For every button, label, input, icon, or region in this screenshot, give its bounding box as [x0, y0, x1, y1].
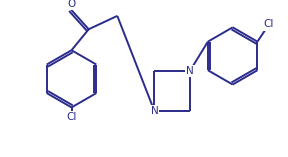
Text: N: N — [186, 66, 194, 76]
Text: N: N — [151, 106, 158, 116]
Text: Cl: Cl — [264, 19, 274, 30]
Text: O: O — [67, 0, 76, 9]
Text: Cl: Cl — [66, 112, 77, 122]
